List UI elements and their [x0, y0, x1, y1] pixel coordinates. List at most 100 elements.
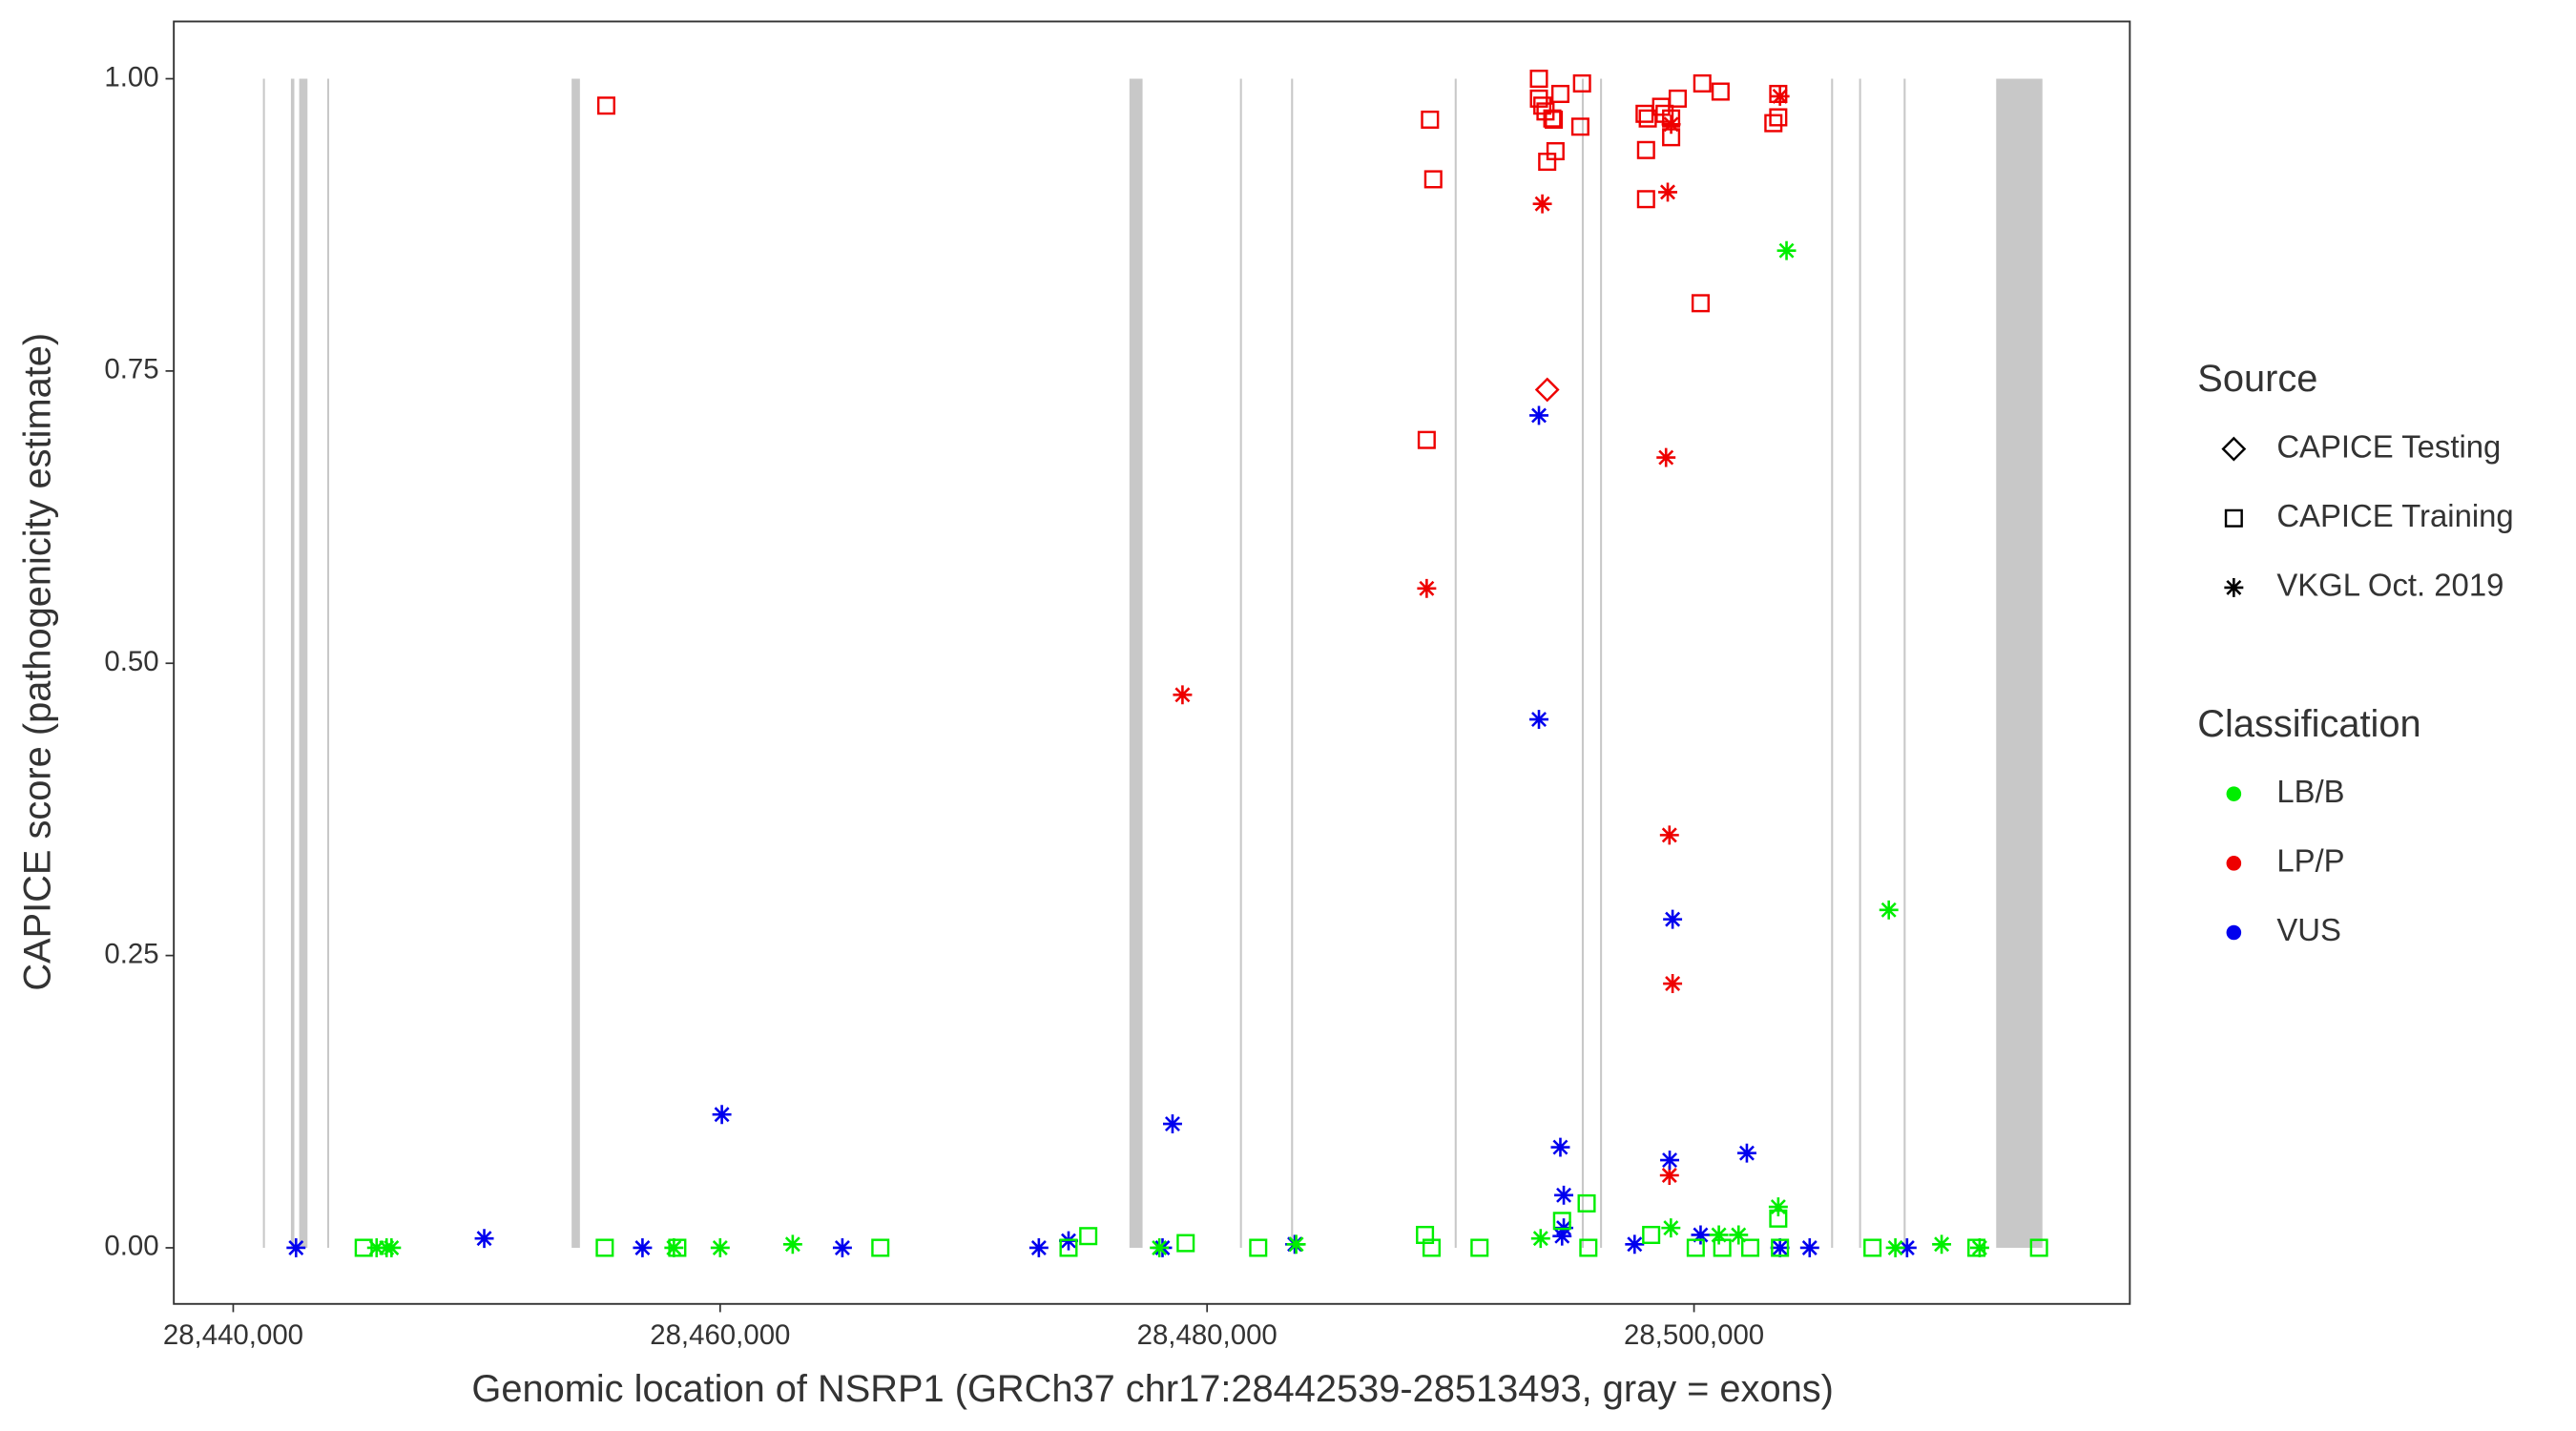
x-tick-label: 28,440,000 [163, 1319, 303, 1351]
square-marker [1655, 104, 1674, 123]
data-point [1771, 1238, 1790, 1257]
exon [1996, 78, 2043, 1248]
exon [1581, 78, 1585, 1248]
data-point [1421, 110, 1440, 129]
asterisk-marker [1768, 1197, 1788, 1217]
asterisk-marker [1659, 825, 1679, 845]
legend-label: VUS [2276, 912, 2341, 947]
data-point [1663, 909, 1683, 929]
square-marker [1642, 1225, 1661, 1244]
data-point [1543, 109, 1562, 128]
data-point [1286, 1234, 1306, 1255]
square-marker [1470, 1238, 1489, 1257]
data-point [1741, 1238, 1760, 1257]
data-point [1768, 1197, 1788, 1217]
asterisk-marker [1879, 900, 1899, 920]
square-marker [1249, 1238, 1268, 1257]
data-point [1545, 110, 1564, 129]
asterisk-marker [1530, 1229, 1550, 1249]
data-point [382, 1237, 402, 1257]
data-point [1655, 104, 1674, 123]
exon [1600, 78, 1603, 1248]
data-point [1932, 1234, 1952, 1255]
asterisk-marker [1286, 1234, 1306, 1255]
asterisk-marker [1529, 405, 1548, 425]
data-point [1173, 685, 1193, 705]
diamond-marker [2221, 436, 2247, 462]
data-point [1570, 117, 1589, 136]
square-marker [1533, 96, 1552, 115]
asterisk-marker [1656, 447, 1676, 467]
diamond-marker [1534, 377, 1560, 403]
asterisk-marker [474, 1229, 494, 1249]
asterisk-marker [1028, 1237, 1049, 1257]
square-marker [1713, 1238, 1732, 1257]
legend-label: LB/B [2276, 774, 2344, 809]
data-point [871, 1238, 890, 1257]
y-tick-label: 1.00 [104, 61, 158, 93]
asterisk-marker [1661, 114, 1681, 135]
asterisk-marker [1897, 1237, 1917, 1257]
asterisk-marker [633, 1237, 653, 1257]
data-point [286, 1237, 306, 1257]
square-marker [1693, 73, 1712, 93]
data-point [1659, 1166, 1679, 1185]
data-point [1656, 447, 1676, 467]
y-tick-label: 0.25 [104, 938, 158, 969]
data-point [1059, 1238, 1078, 1257]
x-tick-label: 28,480,000 [1137, 1319, 1278, 1351]
square-marker [1636, 140, 1655, 159]
data-point [1534, 377, 1560, 403]
data-point [710, 1237, 730, 1257]
asterisk-marker [1417, 578, 1437, 598]
asterisk-marker [366, 1237, 386, 1257]
data-point [1967, 1238, 1986, 1257]
square-marker [354, 1238, 373, 1257]
exon [1291, 78, 1294, 1248]
data-point [668, 1238, 687, 1257]
square-marker [1545, 110, 1564, 129]
data-point [1691, 294, 1710, 313]
data-point [1550, 1137, 1570, 1157]
square-marker [595, 1238, 614, 1257]
data-point [782, 1234, 802, 1255]
asterisk-marker [1885, 1237, 1905, 1257]
data-point [1028, 1237, 1049, 1257]
data-point [474, 1229, 494, 1249]
data-point [1709, 1225, 1729, 1245]
square-marker [1769, 1209, 1788, 1228]
asterisk-marker [1776, 240, 1797, 260]
asterisk-marker [2224, 577, 2244, 597]
data-point [1661, 1218, 1681, 1238]
square-marker [1863, 1238, 1882, 1257]
legend-key [2221, 436, 2247, 462]
asterisk-marker [1736, 1143, 1756, 1163]
square-marker [2029, 1238, 2048, 1257]
asterisk-marker [782, 1234, 802, 1255]
data-point [1150, 1237, 1170, 1257]
data-point [1176, 1234, 1195, 1253]
exon [1129, 78, 1143, 1248]
exon [326, 78, 330, 1248]
data-point [1550, 84, 1569, 103]
asterisk-marker [1532, 194, 1552, 214]
data-point [1625, 1234, 1645, 1255]
plot-border [173, 20, 2131, 1305]
exon [299, 78, 308, 1248]
square-marker [871, 1238, 890, 1257]
data-point [1686, 1238, 1705, 1257]
data-point [1533, 96, 1552, 115]
asterisk-marker [1969, 1237, 1989, 1257]
exon [290, 78, 295, 1248]
asterisk-marker [712, 1105, 732, 1125]
asterisk-marker [1663, 974, 1683, 993]
square-marker [1176, 1234, 1195, 1253]
data-point [1969, 1237, 1989, 1257]
data-point [1885, 1237, 1905, 1257]
data-point [1693, 73, 1712, 93]
data-point [366, 1237, 386, 1257]
asterisk-marker [664, 1237, 684, 1257]
asterisk-marker [1150, 1237, 1170, 1257]
square-marker [596, 96, 615, 115]
y-tick-label: 0.00 [104, 1231, 158, 1262]
